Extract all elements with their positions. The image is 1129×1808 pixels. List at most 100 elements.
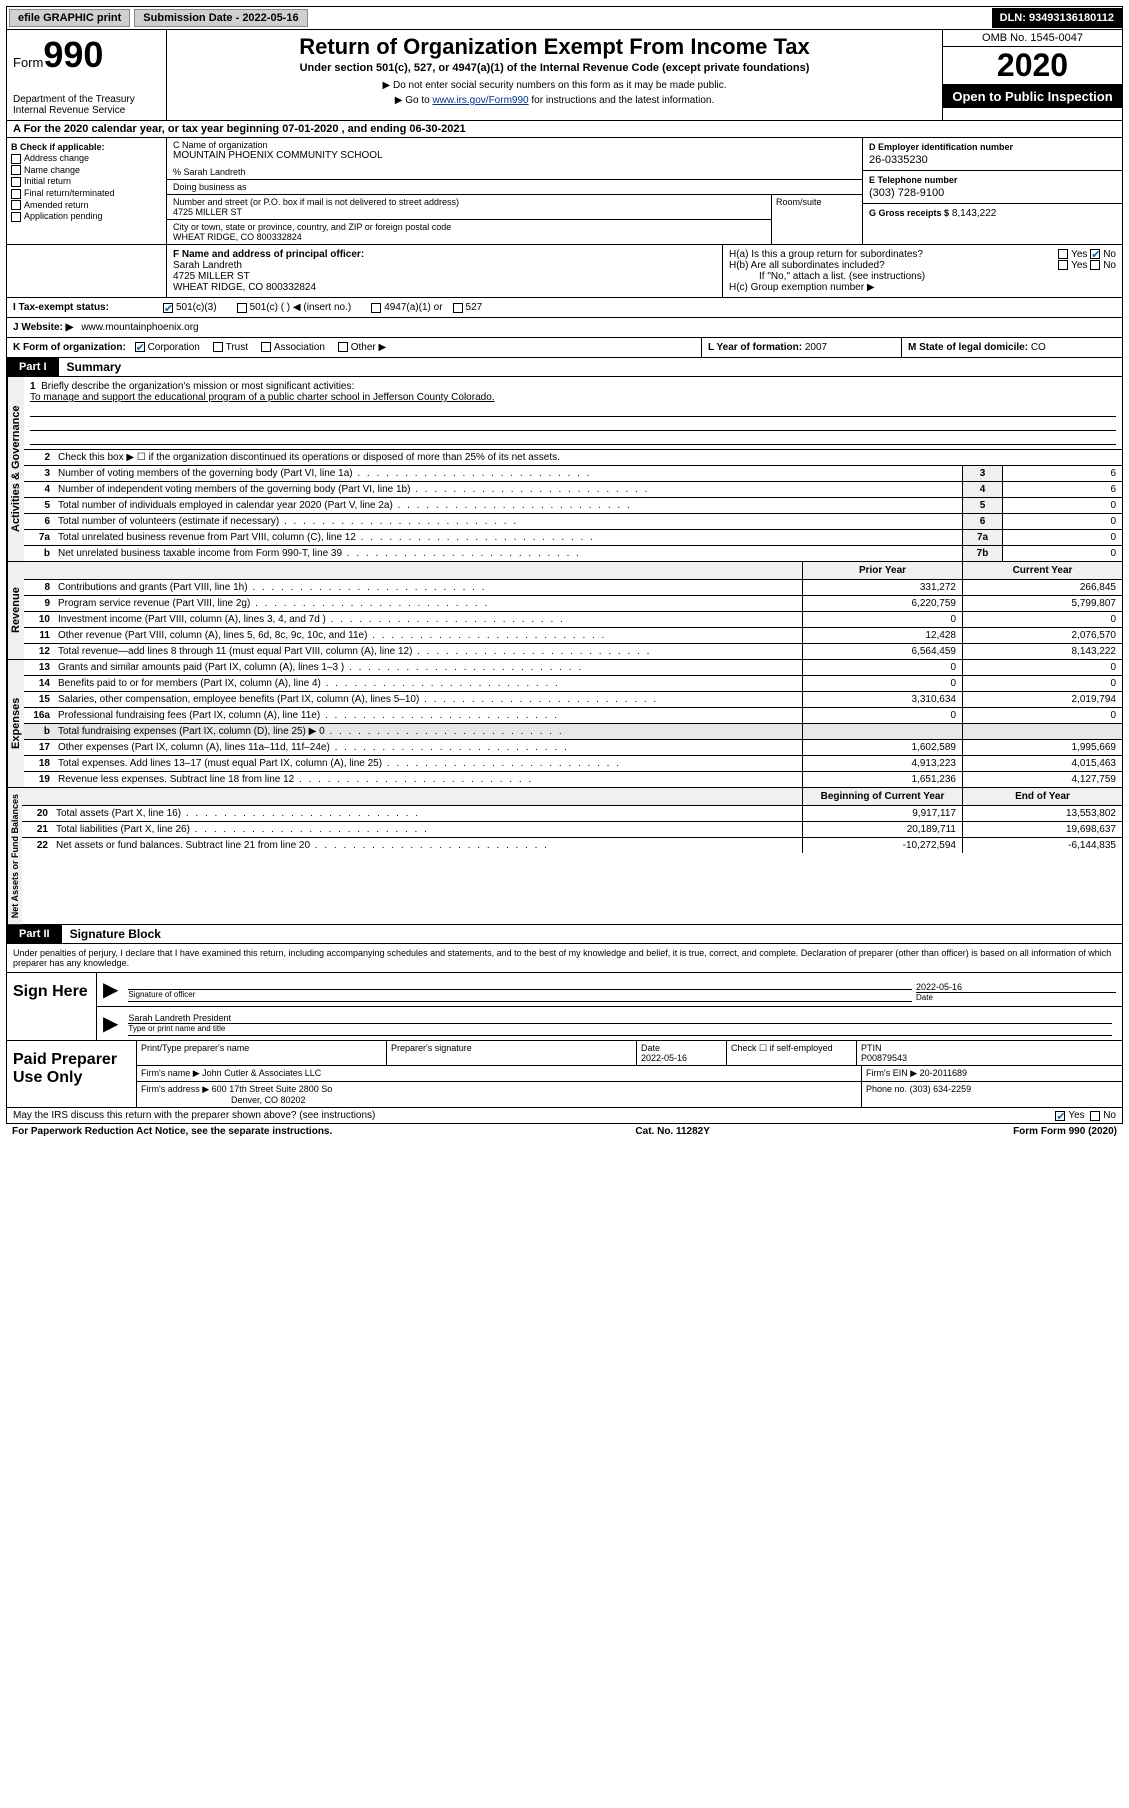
current-year-value: 2,019,794 <box>962 692 1122 707</box>
table-row: 14 Benefits paid to or for members (Part… <box>24 676 1122 692</box>
submission-date-button[interactable]: Submission Date - 2022-05-16 <box>134 9 307 27</box>
line-text: Total fundraising expenses (Part IX, col… <box>54 724 802 739</box>
discuss-yes-checkbox[interactable] <box>1055 1111 1065 1121</box>
form-number: 990 <box>43 34 103 75</box>
cat-no: Cat. No. 11282Y <box>635 1126 709 1137</box>
instructions-link[interactable]: www.irs.gov/Form990 <box>432 95 528 106</box>
gross-value: 8,143,222 <box>952 208 997 219</box>
prep-phone-label: Phone no. <box>866 1084 907 1094</box>
4947-label: 4947(a)(1) or <box>384 302 442 313</box>
table-row: 12 Total revenue—add lines 8 through 11 … <box>24 644 1122 659</box>
table-row: 8 Contributions and grants (Part VIII, l… <box>24 580 1122 596</box>
line-text: Total number of volunteers (estimate if … <box>54 514 962 529</box>
tax-year-row: A For the 2020 calendar year, or tax yea… <box>6 121 1123 138</box>
dln-label: DLN: 93493136180112 <box>992 8 1122 28</box>
netassets-label: Net Assets or Fund Balances <box>7 788 22 924</box>
officer-signature-field[interactable]: Signature of officer <box>128 989 912 1002</box>
line-text: Program service revenue (Part VIII, line… <box>54 596 802 611</box>
paperwork-notice: For Paperwork Reduction Act Notice, see … <box>12 1126 332 1137</box>
discuss-no-checkbox[interactable] <box>1090 1111 1100 1121</box>
corp-checkbox[interactable] <box>135 342 145 352</box>
check-initial-return[interactable]: Initial return <box>11 176 162 187</box>
check-application-pending[interactable]: Application pending <box>11 211 162 222</box>
org-name: MOUNTAIN PHOENIX COMMUNITY SCHOOL <box>173 150 856 161</box>
line-num: 21 <box>22 822 52 837</box>
check-name-change[interactable]: Name change <box>11 165 162 176</box>
527-label: 527 <box>466 302 483 313</box>
form-word: Form <box>13 55 43 70</box>
prep-check-label: Check ☐ if self-employed <box>727 1041 857 1065</box>
4947-checkbox[interactable] <box>371 303 381 313</box>
line-value: 0 <box>1002 530 1122 545</box>
part2-title: Signature Block <box>62 927 161 941</box>
line-text: Grants and similar amounts paid (Part IX… <box>54 660 802 675</box>
form-title: Return of Organization Exempt From Incom… <box>175 34 934 60</box>
table-row: 19 Revenue less expenses. Subtract line … <box>24 772 1122 787</box>
gross-cell: G Gross receipts $ 8,143,222 <box>863 204 1122 223</box>
trust-checkbox[interactable] <box>213 342 223 352</box>
prior-year-value: 331,272 <box>802 580 962 595</box>
line-num: 7a <box>24 530 54 545</box>
note2-pre: ▶ Go to <box>395 95 433 106</box>
city-value: WHEAT RIDGE, CO 800332824 <box>173 232 765 242</box>
hb-no-checkbox[interactable] <box>1090 260 1100 270</box>
gross-label: G Gross receipts $ <box>869 208 949 218</box>
527-checkbox[interactable] <box>453 303 463 313</box>
501c3-checkbox[interactable] <box>163 303 173 313</box>
revenue-section: Revenue Prior Year Current Year 8 Contri… <box>6 562 1123 660</box>
preparer-row: Paid Preparer Use Only Print/Type prepar… <box>7 1040 1122 1107</box>
table-row: 9 Program service revenue (Part VIII, li… <box>24 596 1122 612</box>
line-num: 8 <box>24 580 54 595</box>
line-num: 15 <box>24 692 54 707</box>
table-row: b Total fundraising expenses (Part IX, c… <box>24 724 1122 740</box>
prior-year-value: 0 <box>802 676 962 691</box>
dba-label: Doing business as <box>173 182 856 192</box>
table-row: 15 Salaries, other compensation, employe… <box>24 692 1122 708</box>
section-b: B Check if applicable: Address change Na… <box>7 138 167 244</box>
assoc-checkbox[interactable] <box>261 342 271 352</box>
check-address-change[interactable]: Address change <box>11 153 162 164</box>
section-m: M State of legal domicile: CO <box>902 338 1122 357</box>
current-year-head: Current Year <box>962 562 1122 579</box>
table-row: b Net unrelated business taxable income … <box>24 546 1122 561</box>
hb-yes-checkbox[interactable] <box>1058 260 1068 270</box>
firm-name-value: John Cutler & Associates LLC <box>202 1068 321 1078</box>
section-i-left <box>7 245 167 297</box>
line-num: 13 <box>24 660 54 675</box>
ha-yes-checkbox[interactable] <box>1058 249 1068 259</box>
other-checkbox[interactable] <box>338 342 348 352</box>
line-box: 5 <box>962 498 1002 513</box>
line-num: 20 <box>22 806 52 821</box>
header-right: OMB No. 1545-0047 2020 Open to Public In… <box>942 30 1122 120</box>
501c-checkbox[interactable] <box>237 303 247 313</box>
line-text: Investment income (Part VIII, column (A)… <box>54 612 802 627</box>
current-year-value: -6,144,835 <box>962 838 1122 853</box>
expenses-section: Expenses 13 Grants and similar amounts p… <box>6 660 1123 788</box>
line-num: 14 <box>24 676 54 691</box>
check-final-return[interactable]: Final return/terminated <box>11 188 162 199</box>
line-box: 7b <box>962 546 1002 561</box>
line-num: 9 <box>24 596 54 611</box>
line-box: 4 <box>962 482 1002 497</box>
k-label: K Form of organization: <box>13 342 126 353</box>
cb-label: Final return/terminated <box>24 188 115 198</box>
tax-status-row: I Tax-exempt status: 501(c)(3) 501(c) ( … <box>6 298 1123 318</box>
website-row: J Website: ▶ www.mountainphoenix.org <box>6 318 1123 338</box>
table-row: 22 Net assets or fund balances. Subtract… <box>22 838 1122 853</box>
table-row: 21 Total liabilities (Part X, line 26) 2… <box>22 822 1122 838</box>
check-amended[interactable]: Amended return <box>11 200 162 211</box>
line-text: Total expenses. Add lines 13–17 (must eq… <box>54 756 802 771</box>
line-num: 6 <box>24 514 54 529</box>
efile-print-button[interactable]: efile GRAPHIC print <box>9 9 130 27</box>
current-year-value: 4,015,463 <box>962 756 1122 771</box>
tax-status-label: I Tax-exempt status: <box>13 302 163 313</box>
assoc-label: Association <box>274 342 325 353</box>
current-year-value: 8,143,222 <box>962 644 1122 659</box>
ha-no-checkbox[interactable] <box>1090 249 1100 259</box>
revenue-label: Revenue <box>7 562 24 659</box>
line-num: 11 <box>24 628 54 643</box>
line-text: Benefits paid to or for members (Part IX… <box>54 676 802 691</box>
current-year-value: 1,995,669 <box>962 740 1122 755</box>
website-label: J Website: ▶ <box>13 322 73 333</box>
line-num: 12 <box>24 644 54 659</box>
